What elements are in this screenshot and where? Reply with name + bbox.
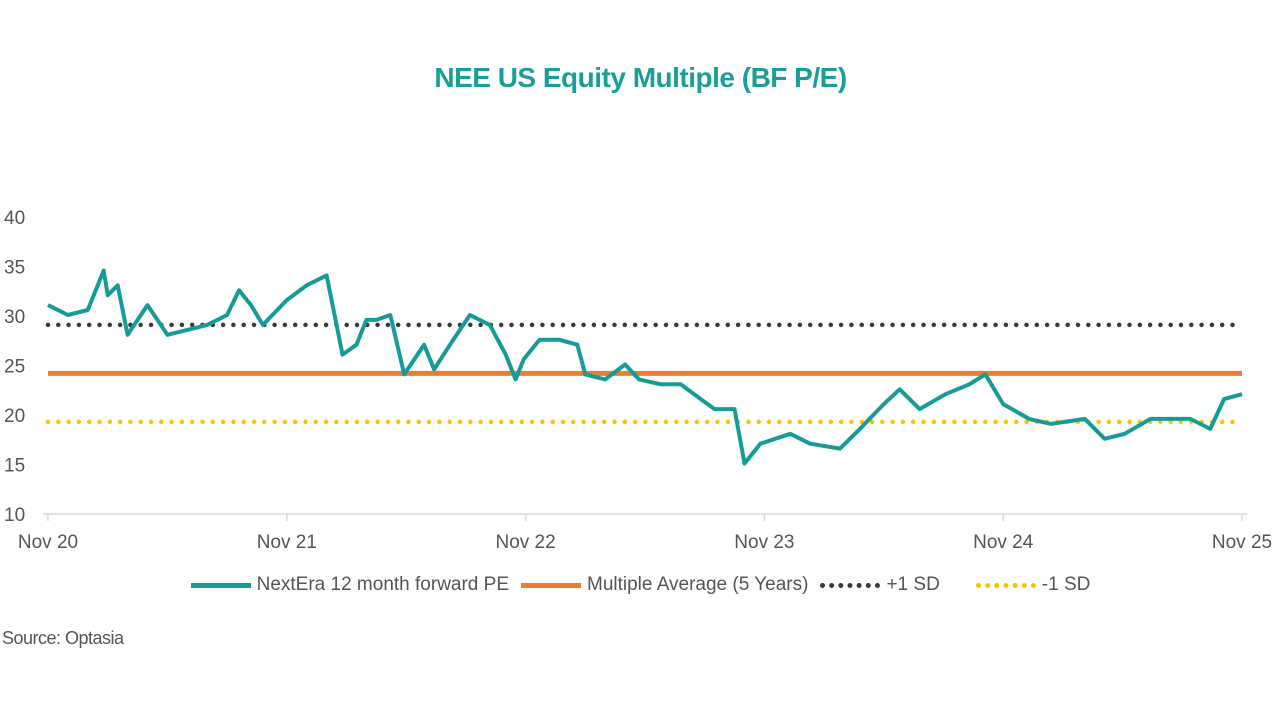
- x-tick-label: Nov 23: [734, 532, 794, 553]
- source-note: Source: Optasia: [2, 628, 124, 648]
- legend: NextEra 12 month forward PE Multiple Ave…: [0, 574, 1281, 596]
- x-tick-label: Nov 20: [18, 532, 78, 553]
- legend-label: NextEra 12 month forward PE: [256, 574, 509, 595]
- y-tick-label: 35: [4, 258, 25, 279]
- x-tick-label: Nov 21: [257, 532, 317, 553]
- y-tick-label: 15: [4, 456, 25, 477]
- x-tick-label: Nov 25: [1212, 532, 1272, 553]
- legend-swatch: [521, 582, 581, 588]
- legend-item-minus-sd: -1 SD: [975, 574, 1091, 596]
- legend-swatch: [975, 582, 1036, 588]
- legend-item-plus-sd: +1 SD: [820, 574, 940, 596]
- legend-item-average: Multiple Average (5 Years): [521, 574, 808, 596]
- legend-item-pe: NextEra 12 month forward PE: [190, 574, 509, 596]
- y-tick-label: 40: [4, 208, 25, 229]
- legend-swatch: [820, 582, 881, 588]
- x-tick-label: Nov 22: [495, 532, 555, 553]
- y-tick-label: 30: [4, 307, 25, 328]
- y-tick-label: 10: [4, 505, 25, 526]
- y-tick-label: 20: [4, 406, 25, 427]
- x-tick-label: Nov 24: [973, 532, 1034, 553]
- legend-label: Multiple Average (5 Years): [587, 574, 809, 595]
- y-tick-label: 25: [4, 357, 25, 378]
- legend-label: +1 SD: [886, 574, 940, 595]
- legend-label: -1 SD: [1041, 574, 1091, 595]
- chart-title: NEE US Equity Multiple (BF P/E): [434, 62, 847, 93]
- legend-swatch: [190, 582, 251, 588]
- series-line-0: [47, 268, 1243, 466]
